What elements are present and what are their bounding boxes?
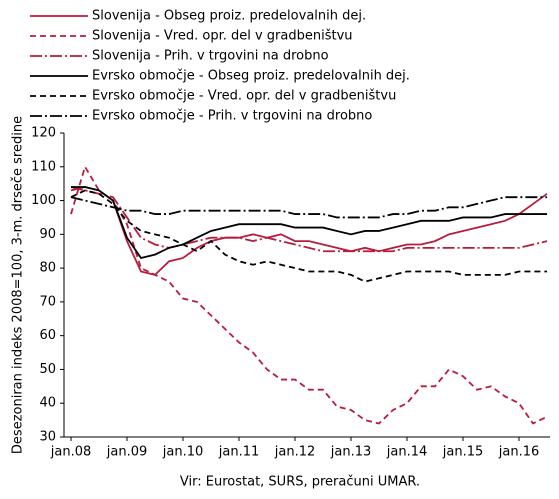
x-tick-label: jan.16 [498, 445, 540, 460]
y-axis-label: Desezoniran indeks 2008=100, 3-m. drseče… [11, 116, 26, 454]
x-tick-label: jan.13 [330, 445, 372, 460]
x-tick-label: jan.11 [218, 445, 260, 460]
x-tick-label: jan.12 [274, 445, 316, 460]
y-tick-label: 50 [39, 362, 56, 377]
series-line [70, 186, 548, 276]
legend-label: Slovenija - Prih. v trgovini na drobno [92, 49, 329, 64]
y-tick-label: 100 [31, 193, 56, 208]
series-line [70, 164, 548, 425]
series-line [71, 186, 547, 259]
y-tick-label: 30 [39, 430, 56, 445]
series-line [70, 186, 548, 253]
legend-label: Slovenija - Vred. opr. del v gradbeništv… [92, 29, 353, 44]
series-line [70, 189, 547, 283]
y-tick-label: 40 [39, 396, 56, 411]
x-tick-label: jan.10 [162, 445, 204, 460]
x-tick-label: jan.15 [442, 445, 484, 460]
x-tick-label: jan.14 [386, 445, 428, 460]
y-tick-label: 60 [39, 328, 56, 343]
legend-label: Evrsko območje - Obseg proiz. predeloval… [92, 69, 410, 84]
legend-label: Evrsko območje - Vred. opr. del v gradbe… [92, 89, 396, 104]
y-tick-label: 120 [31, 126, 56, 141]
y-tick-label: 70 [39, 294, 56, 309]
legend-label: Slovenija - Obseg proiz. predelovalnih d… [92, 9, 366, 24]
x-tick-label: jan.08 [50, 445, 92, 460]
y-tick-label: 90 [39, 227, 56, 242]
series-line [70, 196, 547, 219]
source-note: Vir: Eurostat, SURS, preračuni UMAR. [180, 475, 420, 490]
y-tick-label: 80 [39, 261, 56, 276]
legend-label: Evrsko območje - Prih. v trgovini na dro… [92, 109, 372, 124]
y-tick-label: 110 [31, 159, 56, 174]
x-tick-label: jan.09 [106, 445, 148, 460]
